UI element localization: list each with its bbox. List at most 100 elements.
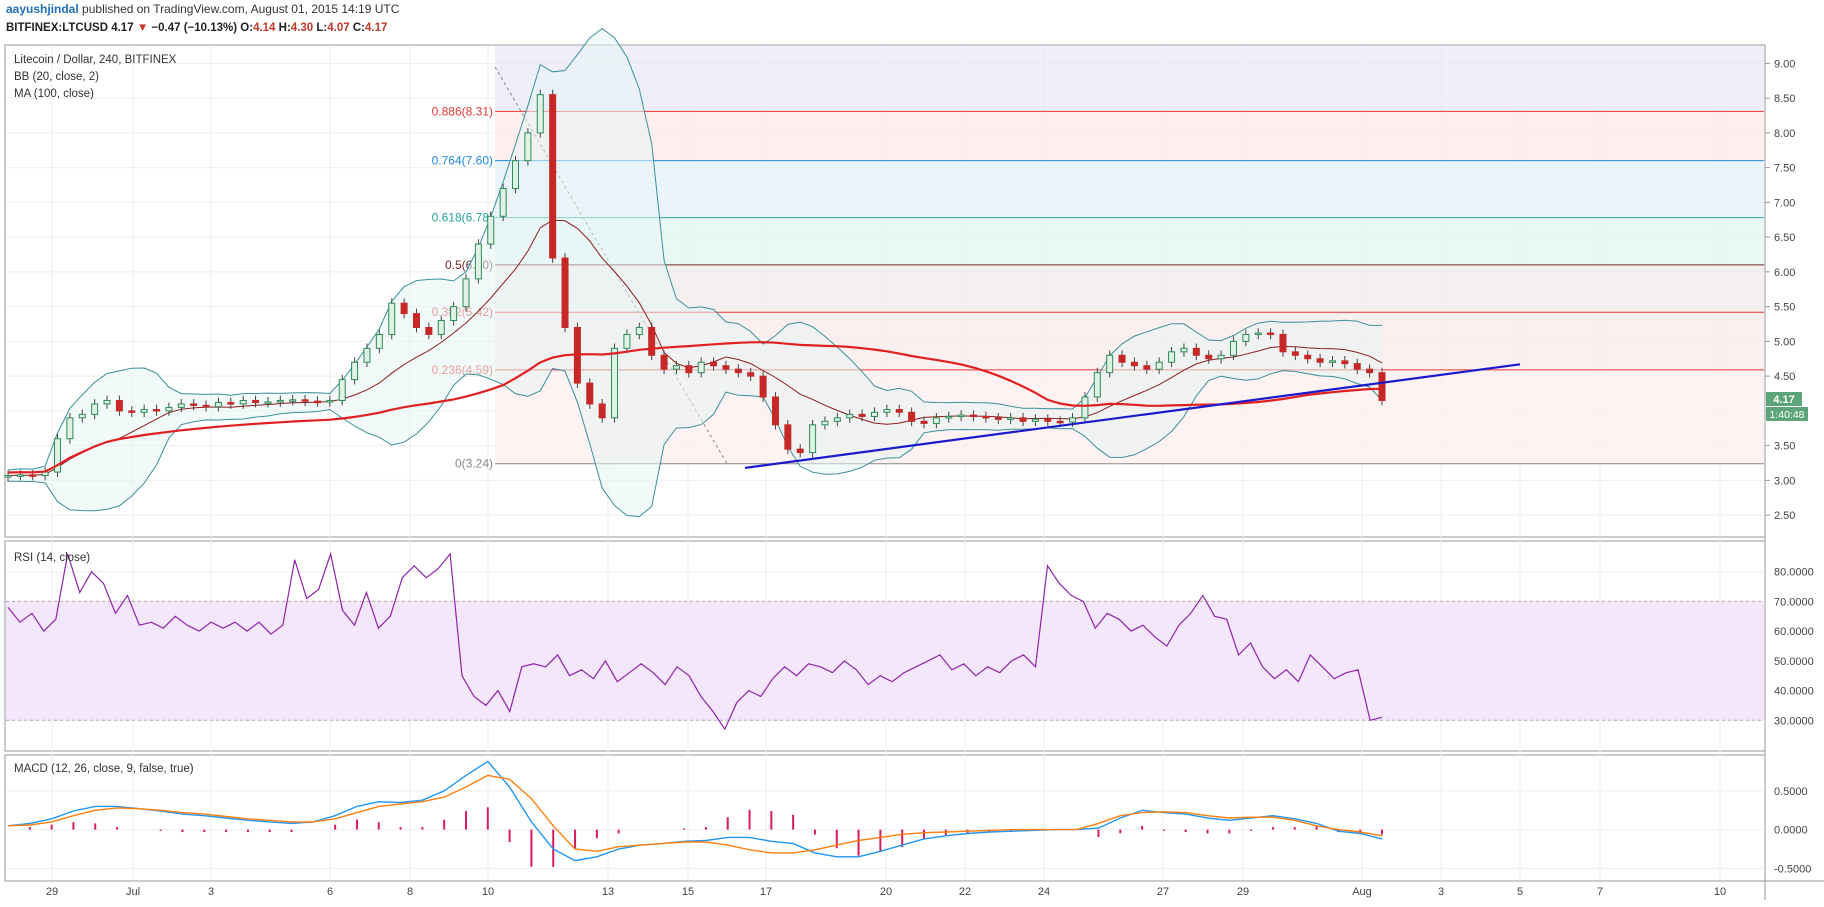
candle-body xyxy=(1007,417,1015,420)
candle-body xyxy=(858,413,866,417)
candle-body xyxy=(945,415,953,419)
candle-body xyxy=(202,404,210,408)
bb-indicator-label: BB (20, close, 2) xyxy=(14,71,99,83)
candle-body xyxy=(29,474,37,477)
countdown-tag xyxy=(1766,407,1808,421)
fib-level-label: 0(3.24) xyxy=(455,457,493,471)
candle-body xyxy=(759,375,767,398)
ma-100-line xyxy=(7,341,1383,474)
y-tick-label: 8.00 xyxy=(1774,128,1795,140)
rsi-y-tick-label: 70.0000 xyxy=(1774,596,1814,608)
fib-zone xyxy=(495,46,1764,112)
candle-body xyxy=(870,411,878,417)
candle-body xyxy=(512,160,520,189)
candle-body xyxy=(710,361,718,367)
candle-body xyxy=(1143,365,1151,370)
candle-body xyxy=(908,411,916,422)
candle-body xyxy=(833,417,841,422)
fib-level-label: 0.764(7.60) xyxy=(432,154,493,168)
y-tick-label: 8.50 xyxy=(1774,93,1795,105)
macd-y-tick-label: -0.5000 xyxy=(1774,863,1811,875)
y-tick-label: 9.00 xyxy=(1774,58,1795,70)
candle-body xyxy=(1168,351,1176,363)
y-tick-label: 7.00 xyxy=(1774,197,1795,209)
bb-fill xyxy=(8,28,1382,517)
candle-body xyxy=(1180,347,1188,353)
candle-body xyxy=(598,403,606,419)
trendline[interactable] xyxy=(744,363,1521,469)
y-tick-label: 2.50 xyxy=(1774,510,1795,522)
y-tick-label: 3.50 xyxy=(1774,441,1795,453)
rsi-y-tick-label: 50.0000 xyxy=(1774,656,1814,668)
candle-body xyxy=(771,396,779,426)
x-tick-label: 3 xyxy=(1438,886,1444,898)
candle-body xyxy=(165,406,173,412)
candle-body xyxy=(140,409,148,413)
candle-body xyxy=(623,333,631,349)
candle-body xyxy=(796,448,804,454)
candle-body xyxy=(177,403,185,408)
x-tick-label: 20 xyxy=(880,886,892,898)
rsi-pane-title: RSI (14, close) xyxy=(14,552,90,564)
rsi-y-tick-label: 80.0000 xyxy=(1774,567,1814,579)
low-label: L: xyxy=(316,22,328,34)
candle-body xyxy=(375,333,383,349)
rsi-y-tick-label: 30.0000 xyxy=(1774,715,1814,727)
candle-body xyxy=(821,420,829,426)
macd-pane[interactable] xyxy=(4,754,1766,882)
y-tick-label: 5.00 xyxy=(1774,336,1795,348)
candle-body xyxy=(1044,418,1052,422)
candle-body xyxy=(697,361,705,374)
candle-body xyxy=(1291,351,1299,356)
candle-body xyxy=(1019,417,1027,422)
candle-body xyxy=(425,326,433,335)
candle-body xyxy=(239,399,247,405)
low-value: 4.07 xyxy=(327,22,350,34)
macd-macd-line xyxy=(7,760,1383,862)
x-tick-label: 13 xyxy=(602,886,614,898)
last-price-tag-text: 4.17 xyxy=(1773,394,1794,406)
candle-body xyxy=(1279,333,1287,353)
candle-body xyxy=(1031,418,1039,422)
last-price: 4.17 xyxy=(111,22,134,34)
candle-body xyxy=(487,215,495,245)
x-tick-label: 27 xyxy=(1157,886,1169,898)
candle-body xyxy=(1217,354,1225,360)
candle-body xyxy=(78,413,86,419)
candle-body xyxy=(388,302,396,335)
candle-body xyxy=(685,365,693,374)
candle-body xyxy=(190,403,198,406)
author-link[interactable]: aayushjindal xyxy=(6,2,79,16)
fib-zone xyxy=(495,264,1764,313)
candle-body xyxy=(351,361,359,381)
candle-body xyxy=(536,94,544,134)
rsi-band-fill xyxy=(6,601,1764,721)
fib-zone xyxy=(495,217,1764,265)
x-tick-label: 10 xyxy=(482,886,494,898)
candle-body xyxy=(722,365,730,370)
candle-body xyxy=(982,415,990,419)
published-text: published on TradingView.com, August 01,… xyxy=(82,2,400,16)
candle-body xyxy=(784,424,792,450)
bb-lower-band xyxy=(7,367,1383,518)
candle-body xyxy=(1242,333,1250,342)
x-tick-label: 7 xyxy=(1597,886,1603,898)
bb-basis-line xyxy=(7,219,1383,476)
candle-body xyxy=(1378,372,1386,401)
candle-body xyxy=(227,402,235,405)
high-label: H: xyxy=(278,22,291,34)
x-tick-label: 22 xyxy=(959,886,971,898)
x-tick-label: 8 xyxy=(407,886,413,898)
symbol-quote-line: BITFINEX:LTCUSD 4.17 ▼ −0.47 (−10.13%) O… xyxy=(6,21,399,36)
candle-body xyxy=(214,402,222,408)
bollinger-bands xyxy=(7,27,1383,518)
candle-body xyxy=(153,409,161,412)
countdown-tag-text: 1:40:48 xyxy=(1769,409,1804,421)
rsi-plot xyxy=(6,551,1764,731)
candle-body xyxy=(103,399,111,405)
candle-body xyxy=(1130,361,1138,367)
symbol-name: BITFINEX:LTCUSD xyxy=(6,22,109,34)
down-arrow-icon: ▼ xyxy=(136,22,149,34)
bb-upper-band xyxy=(7,27,1382,471)
